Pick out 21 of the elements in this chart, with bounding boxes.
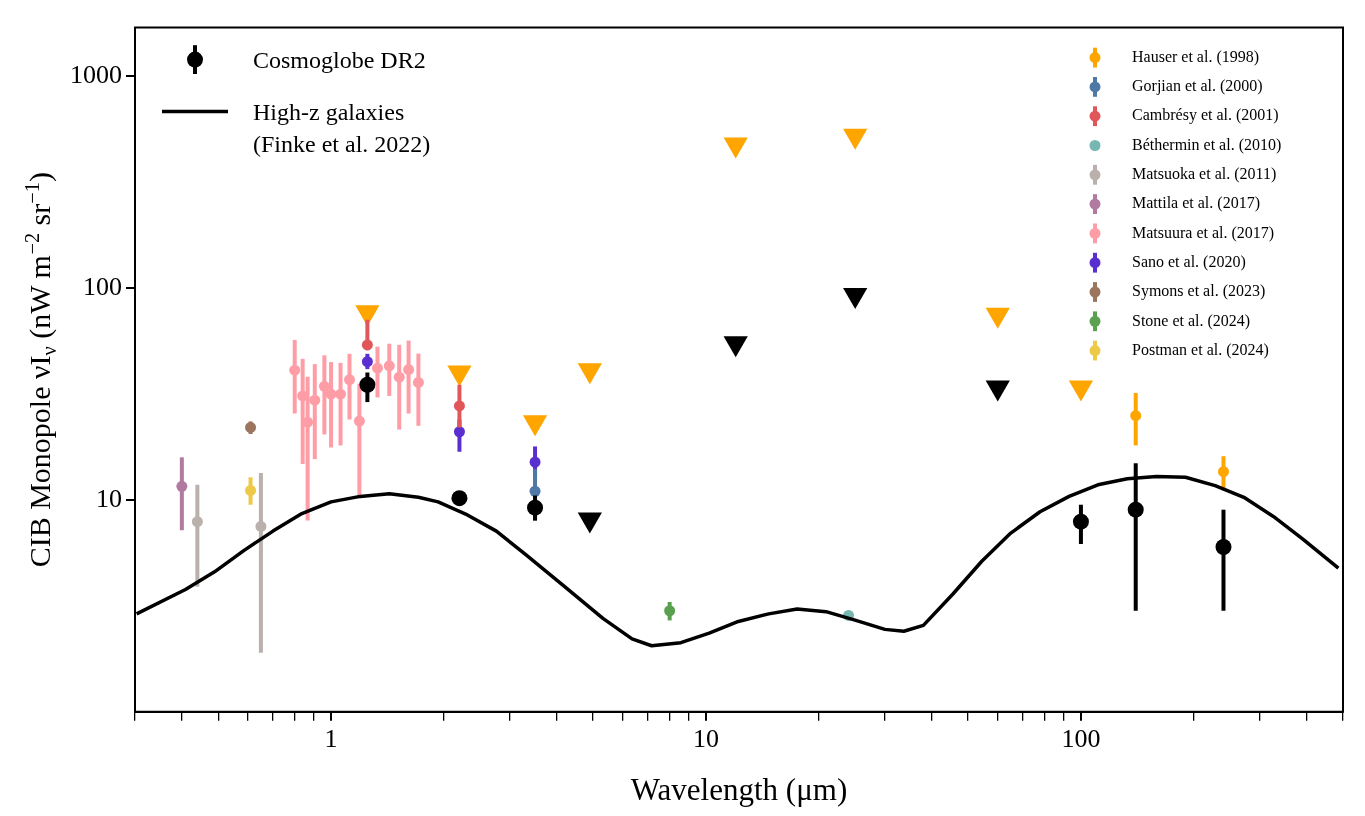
legend-label: Stone et al. (2024) [1132, 311, 1251, 330]
legend-label: Cambrésy et al. (2001) [1132, 106, 1279, 125]
legend-label: Gorjian et al. (2000) [1132, 77, 1263, 96]
y-axis-title: CIB Monopole νIν (nW m−2 sr−1) [20, 172, 60, 568]
x-axis-title: Wavelength (μm) [630, 772, 848, 807]
y-tick-label: 100 [83, 272, 122, 302]
legend-label: Matsuoka et al. (2011) [1132, 165, 1277, 183]
legend-label: Mattila et al. (2017) [1132, 194, 1260, 213]
y-tick-label: 1000 [70, 60, 122, 90]
legend-label: Sano et al. (2020) [1132, 252, 1246, 271]
legend-label: Matsuura et al. (2017) [1132, 223, 1275, 242]
legend-label: Postman et al. (2024) [1132, 340, 1269, 359]
legend-label: Symons et al. (2023) [1132, 282, 1266, 301]
x-tick-label: 10 [692, 724, 719, 754]
legend-label: Béthermin et al. (2010) [1132, 135, 1282, 154]
y-tick-label: 10 [96, 483, 122, 513]
legend-label: Hauser et al. (1998) [1132, 47, 1260, 66]
legend-label: Cosmoglobe DR2 [253, 46, 426, 73]
x-tick-label: 100 [1061, 724, 1101, 754]
x-tick-label: 1 [324, 724, 338, 754]
legend-label: High-z galaxies (Finke et al. 2022) [253, 98, 431, 157]
